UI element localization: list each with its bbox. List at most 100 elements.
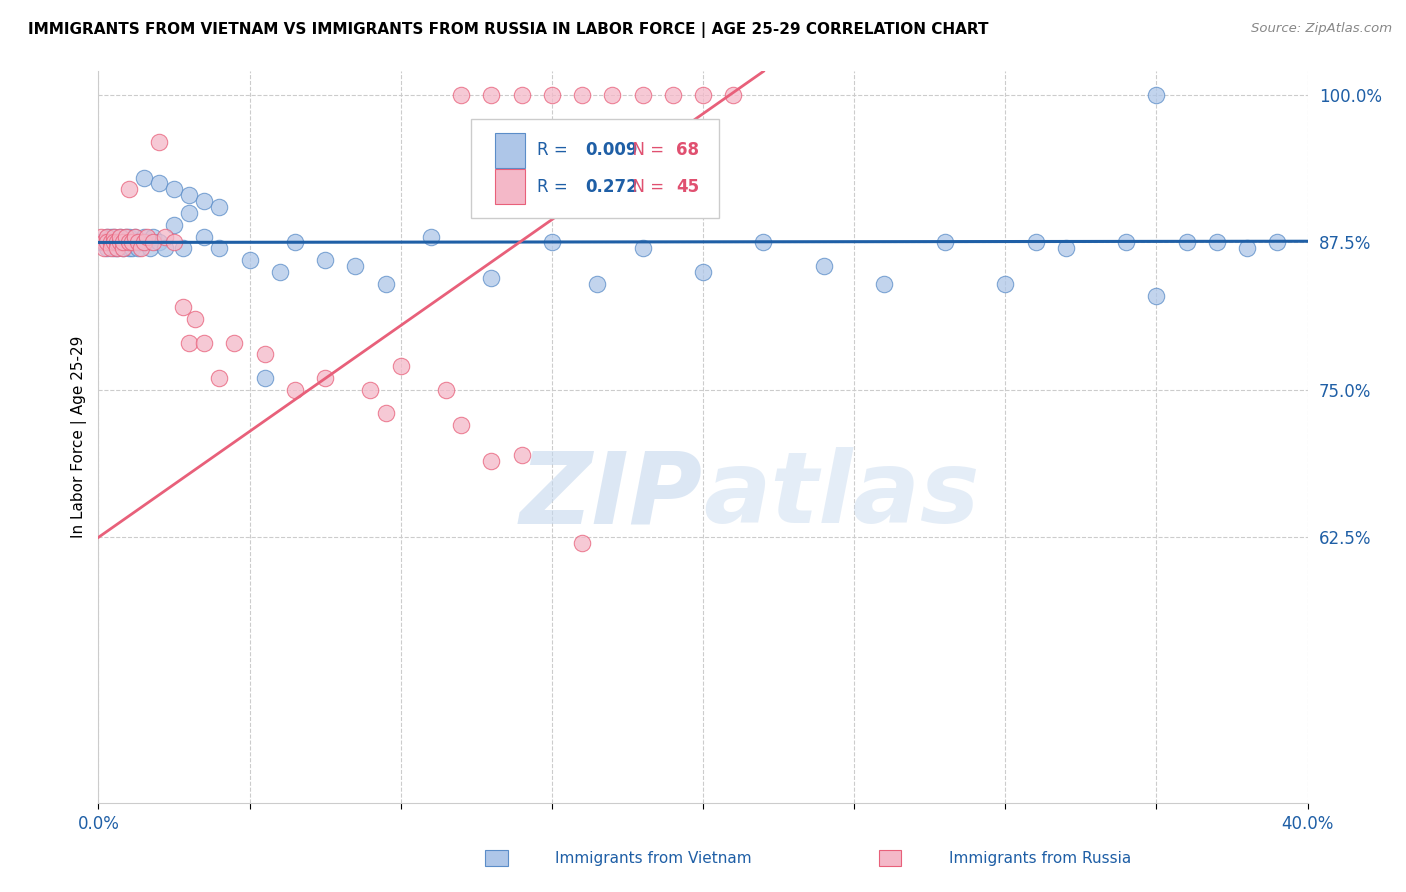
- Point: [184, 312, 207, 326]
- Point: [253, 371, 276, 385]
- Point: [1206, 235, 1229, 250]
- Point: [1236, 241, 1258, 255]
- Text: Source: ZipAtlas.com: Source: ZipAtlas.com: [1251, 22, 1392, 36]
- Point: [111, 235, 134, 250]
- Point: [1024, 235, 1046, 250]
- Point: [103, 229, 125, 244]
- Point: [420, 229, 443, 244]
- Point: [100, 235, 122, 250]
- Text: 68: 68: [676, 141, 699, 160]
- Point: [148, 235, 170, 250]
- Point: [481, 270, 503, 285]
- Bar: [495, 169, 526, 204]
- Point: [284, 383, 307, 397]
- Point: [1054, 241, 1077, 255]
- Point: [103, 235, 125, 250]
- Point: [100, 229, 122, 244]
- Point: [723, 87, 745, 102]
- Point: [193, 229, 215, 244]
- Point: [179, 206, 201, 220]
- Point: [105, 241, 128, 255]
- Point: [510, 87, 533, 102]
- Point: [172, 301, 194, 315]
- Point: [118, 182, 141, 196]
- Point: [142, 229, 165, 244]
- Point: [571, 536, 593, 550]
- Point: [124, 229, 146, 244]
- Point: [692, 265, 714, 279]
- Point: [111, 235, 134, 250]
- Point: [108, 229, 131, 244]
- Bar: [495, 133, 526, 168]
- Point: [284, 235, 307, 250]
- Point: [108, 235, 131, 250]
- Text: IMMIGRANTS FROM VIETNAM VS IMMIGRANTS FROM RUSSIA IN LABOR FORCE | AGE 25-29 COR: IMMIGRANTS FROM VIETNAM VS IMMIGRANTS FR…: [28, 22, 988, 38]
- Point: [124, 235, 146, 250]
- Point: [121, 235, 143, 250]
- Point: [96, 229, 118, 244]
- Y-axis label: In Labor Force | Age 25-29: In Labor Force | Age 25-29: [72, 336, 87, 538]
- Point: [661, 87, 683, 102]
- Point: [103, 229, 125, 244]
- Point: [105, 235, 128, 250]
- Text: Immigrants from Vietnam: Immigrants from Vietnam: [555, 851, 752, 865]
- Point: [100, 235, 122, 250]
- Point: [153, 241, 176, 255]
- Point: [571, 87, 593, 102]
- Point: [994, 277, 1017, 291]
- Point: [752, 235, 775, 250]
- Point: [540, 235, 562, 250]
- Point: [121, 241, 143, 255]
- Point: [100, 241, 122, 255]
- Point: [1144, 87, 1167, 102]
- Text: 0.009: 0.009: [586, 141, 638, 160]
- Point: [374, 407, 396, 421]
- Point: [93, 241, 115, 255]
- Text: 0.272: 0.272: [586, 178, 638, 196]
- Point: [93, 235, 115, 250]
- Point: [481, 87, 503, 102]
- Point: [586, 277, 609, 291]
- Text: N =: N =: [621, 141, 669, 160]
- Point: [631, 241, 654, 255]
- Point: [148, 135, 170, 149]
- Point: [172, 241, 194, 255]
- Text: ZIP: ZIP: [520, 447, 703, 544]
- Point: [481, 453, 503, 467]
- Point: [163, 182, 186, 196]
- Point: [108, 235, 131, 250]
- Point: [179, 335, 201, 350]
- Text: R =: R =: [537, 178, 574, 196]
- Point: [208, 241, 231, 255]
- Point: [813, 259, 835, 273]
- Point: [179, 188, 201, 202]
- FancyBboxPatch shape: [471, 119, 718, 218]
- Point: [269, 265, 291, 279]
- Point: [692, 87, 714, 102]
- Text: 45: 45: [676, 178, 700, 196]
- Point: [631, 87, 654, 102]
- Point: [314, 371, 336, 385]
- Point: [108, 229, 131, 244]
- Point: [450, 87, 472, 102]
- Point: [114, 229, 136, 244]
- Point: [103, 241, 125, 255]
- Point: [129, 235, 152, 250]
- Point: [193, 335, 215, 350]
- Point: [105, 235, 128, 250]
- Point: [114, 235, 136, 250]
- Point: [540, 87, 562, 102]
- Point: [253, 347, 276, 361]
- Point: [193, 194, 215, 208]
- Point: [105, 241, 128, 255]
- Point: [139, 241, 162, 255]
- Point: [163, 235, 186, 250]
- Text: Immigrants from Russia: Immigrants from Russia: [949, 851, 1132, 865]
- Point: [873, 277, 896, 291]
- Point: [153, 229, 176, 244]
- Text: N =: N =: [621, 178, 669, 196]
- Point: [1175, 235, 1198, 250]
- Point: [90, 229, 112, 244]
- Point: [510, 448, 533, 462]
- Point: [93, 235, 115, 250]
